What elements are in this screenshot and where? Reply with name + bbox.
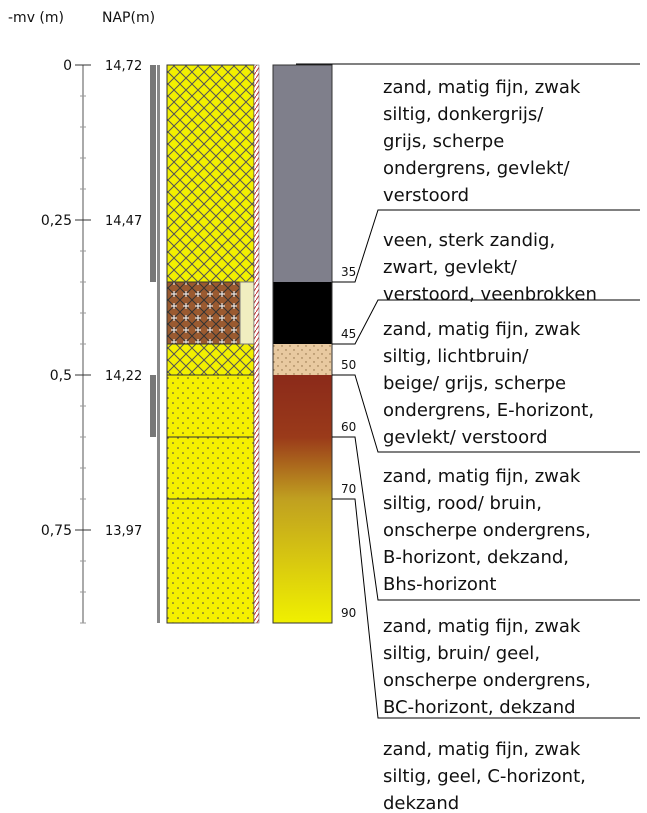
description-line: zand, matig fijn, zwak [383,77,581,98]
mottle [240,282,254,344]
nap-tick-label: 13,97 [105,524,142,539]
description-line: onscherpe ondergrens, [383,670,591,691]
description-line: onscherpe ondergrens, [383,520,591,541]
page: {"header":{"depth_label":"-mv (m)","nap_… [0,0,647,813]
description-line: grijs, scherpe [383,131,504,152]
nap-label: NAP(m) [102,10,155,26]
description-line: zand, matig fijn, zwak [383,616,581,637]
color-layer [273,65,332,282]
sample-bar [150,65,156,282]
nap-tick-label: 14,47 [105,214,142,229]
description-line: siltig, lichtbruin/ [383,346,529,367]
strip [254,65,259,623]
depth-tick-label: 0,75 [41,523,72,539]
depth-tick-label: 0,25 [41,213,72,229]
depth-marker: 90 [341,606,356,620]
depth-marker: 45 [341,327,356,341]
description-line: ondergrens, E-horizont, [383,400,594,421]
soil-layer [167,499,254,623]
depth-marker: 35 [341,265,356,279]
description-line: B-horizont, dekzand, [383,547,569,568]
description-line: zand, matig fijn, zwak [383,739,581,760]
description-line: veen, sterk zandig, [383,230,555,251]
soil-profile: -mv (m) NAP(m) 0 14,72 0,25 14,47 0,5 14,22 0,… [0,0,647,813]
description-line: zand, matig fijn, zwak [383,319,581,340]
nap-tick-label: 14,72 [105,59,142,74]
description-line: zwart, gevlekt/ [383,257,518,278]
description-line: siltig, rood/ bruin, [383,493,542,514]
description-line: gevlekt/ verstoord [383,427,548,448]
depth-label: -mv (m) [8,10,64,26]
depth-tick-label: 0,5 [50,368,72,384]
color-layer [273,344,332,375]
description-line: Bhs-horizont [383,574,496,595]
description-line: beige/ grijs, scherpe [383,373,566,394]
soil-layer [167,437,254,499]
sample-bar [150,375,156,437]
color-layer [273,375,332,623]
soil-layer [167,65,254,282]
depth-marker: 70 [341,482,356,496]
description-line: siltig, donkergrijs/ [383,104,544,125]
description-line: siltig, bruin/ geel, [383,643,540,664]
description-line: verstoord [383,185,469,206]
depth-tick-label: 0 [63,58,72,74]
description-line: siltig, geel, C-horizont, [383,766,586,787]
description-line: dekzand [383,793,459,813]
color-layer [273,282,332,344]
depth-marker: 50 [341,358,356,372]
nap-tick-label: 14,22 [105,369,142,384]
description-line: zand, matig fijn, zwak [383,466,581,487]
soil-layer [167,344,254,375]
description-line: BC-horizont, dekzand [383,697,576,718]
sample-line [157,65,160,623]
depth-marker: 60 [341,420,356,434]
description-line: verstoord, veenbrokken [383,284,597,305]
description-line: ondergrens, gevlekt/ [383,158,570,179]
soil-layer [167,375,254,437]
